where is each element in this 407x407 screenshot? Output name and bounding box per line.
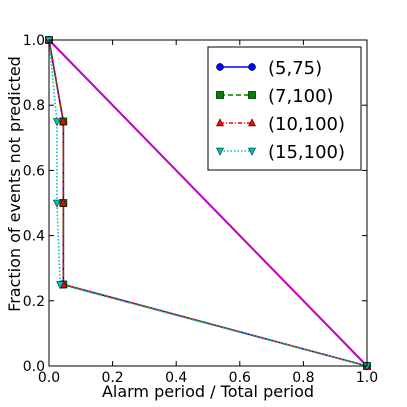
legend-label: (5,75)	[268, 58, 322, 79]
y-tick-label: 0.4	[23, 229, 45, 245]
y-axis-label: Fraction of events not predicted	[5, 56, 24, 312]
legend: (5,75) (7,100) (10,100) (15,100)	[207, 46, 362, 171]
legend-item: (7,100)	[216, 86, 334, 107]
legend-label: (7,100)	[268, 86, 334, 107]
legend-label: (15,100)	[268, 142, 345, 163]
y-tick-label: 1.0	[23, 33, 45, 49]
x-axis-label: Alarm period / Total period	[102, 382, 314, 401]
x-tick-label: 0.2	[101, 370, 123, 386]
legend-item: (15,100)	[215, 142, 345, 163]
y-tick-label: 0.2	[23, 294, 45, 310]
y-tick-label: 0.0	[23, 359, 45, 375]
data-point	[52, 118, 61, 127]
series-4	[48, 39, 368, 367]
x-tick-label: 0.0	[38, 370, 60, 386]
y-tick-label: 0.6	[23, 163, 45, 179]
x-tick-label: 1.0	[356, 370, 378, 386]
y-tick-label: 0.8	[23, 98, 45, 114]
legend-label: (10,100)	[268, 114, 345, 135]
data-point	[56, 281, 65, 290]
axis-ticks: 0.0 0.2 0.4 0.6 0.8 1.0 0.0 0.2 0.4 0.6 0.8 1.0	[23, 33, 378, 386]
legend-marker	[215, 147, 225, 156]
series-line	[48, 39, 368, 367]
legend-marker	[248, 63, 256, 71]
axes-frame	[48, 39, 368, 367]
legend-marker	[216, 91, 224, 99]
legend-marker	[247, 118, 257, 127]
legend-marker	[247, 147, 257, 156]
data-point	[52, 199, 61, 208]
x-tick-label: 0.8	[292, 370, 314, 386]
legend-item: (5,75)	[216, 58, 322, 79]
legend-marker	[215, 118, 225, 127]
series-4-markers	[44, 36, 372, 371]
reference-diagonal-line	[48, 39, 368, 367]
legend-marker	[216, 63, 224, 71]
data-point	[59, 116, 68, 125]
legend-marker	[248, 91, 256, 99]
legend-item: (10,100)	[215, 114, 345, 135]
x-tick-label: 0.6	[229, 370, 251, 386]
x-tick-label: 0.4	[165, 370, 187, 386]
data-point	[59, 198, 68, 207]
